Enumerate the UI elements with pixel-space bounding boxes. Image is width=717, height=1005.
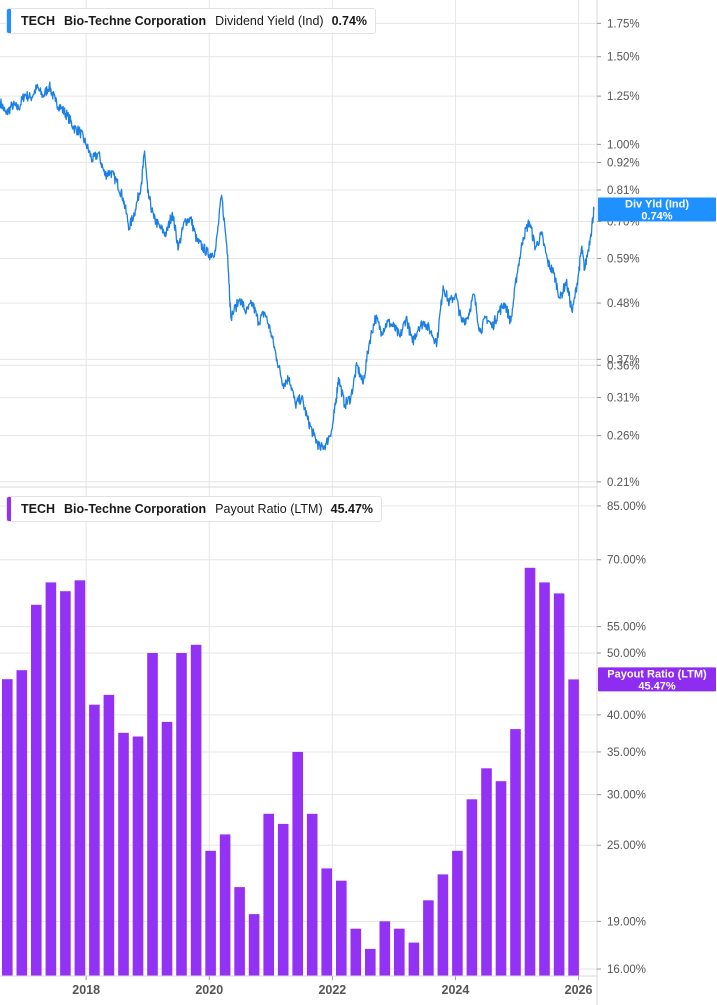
payout-bar[interactable] (89, 704, 100, 976)
payout-bar[interactable] (31, 604, 42, 976)
payout-bar[interactable] (292, 751, 303, 976)
top-y-tick-label: 0.81% (607, 185, 640, 197)
x-tick-label-2022: 2022 (318, 983, 346, 997)
payout-bar[interactable] (379, 921, 391, 976)
bottom-y-tick-label: 35.00% (607, 747, 646, 759)
payout-bar[interactable] (495, 781, 507, 976)
x-tick-label-2018: 2018 (72, 983, 100, 997)
top-y-tick-label: 0.48% (607, 298, 640, 310)
payout-bar[interactable] (481, 768, 492, 976)
legend-value: 0.74% (331, 14, 368, 28)
legend-ticker: TECH (21, 14, 56, 28)
payout-tag-label: Payout Ratio (LTM) (607, 668, 707, 680)
div-tag-bg (598, 197, 716, 222)
payout-bar[interactable] (248, 914, 260, 976)
bottom-y-tick-label: 25.00% (607, 840, 646, 852)
x-tick-label-2026: 2026 (565, 983, 593, 997)
payout-bar[interactable] (306, 813, 318, 976)
payout-bar[interactable] (466, 799, 478, 976)
legend-value: 45.47% (330, 502, 374, 516)
bottom-y-tick-label: 30.00% (607, 790, 646, 802)
payout-bar[interactable] (350, 928, 362, 976)
payout-bar[interactable] (147, 653, 158, 976)
payout-bar[interactable] (408, 942, 420, 976)
top-y-tick-label: 0.26% (607, 431, 640, 443)
payout-bar[interactable] (365, 948, 376, 976)
payout-bar[interactable] (219, 834, 231, 976)
bottom-y-tick-label: 70.00% (607, 555, 646, 567)
top-y-tick-label: 1.50% (607, 52, 640, 64)
bottom-y-axis-labels: 85.00% 70.00% 55.00% 50.00% 40.00% 35.00% 30.0… (597, 501, 646, 976)
payout-bar[interactable] (510, 729, 521, 976)
bottom-y-tick-label: 40.00% (607, 710, 646, 722)
top-y-tick-label: 0.36% (607, 360, 640, 372)
legend-ticker: TECH (21, 502, 56, 516)
payout-bar[interactable] (190, 644, 202, 976)
payout-bar[interactable] (524, 567, 536, 976)
legend-metric: Dividend Yield (Ind) (215, 14, 324, 28)
payout-bar[interactable] (45, 582, 57, 976)
legend-company: Bio-Techne Corporation (64, 14, 207, 28)
payout-bar[interactable] (103, 694, 115, 976)
top-y-tick-label: 0.37% (607, 354, 640, 366)
dividend-yield-line (0, 81, 595, 451)
dividend-yield-series (0, 81, 595, 451)
payout-bar[interactable] (423, 900, 434, 976)
payout-bar[interactable] (234, 887, 245, 976)
top-y-tick-label: 1.75% (607, 18, 640, 30)
payout-bar[interactable] (205, 850, 216, 976)
payout-bar[interactable] (321, 868, 332, 976)
legend-metric: Payout Ratio (LTM) (215, 502, 323, 516)
payout-bar[interactable] (452, 850, 463, 976)
top-y-tick-label: 0.31% (607, 393, 640, 405)
payout-tag-bg (598, 667, 716, 692)
dividend-yield-legend[interactable]: TECH Bio-Techne Corporation Dividend Yie… (6, 8, 377, 34)
payout-bar[interactable] (263, 813, 274, 976)
top-y-tick-label: 1.25% (607, 91, 640, 103)
bottom-y-tick-label: 85.00% (607, 501, 646, 513)
top-y-axis-labels: 1.75%1.50%1.25%1.00%0.92%0.81%0.70%0.59%… (597, 18, 640, 489)
payout-bar[interactable] (437, 874, 449, 976)
payout-bar[interactable] (553, 593, 565, 976)
bottom-y-tick-label: 55.00% (607, 622, 646, 634)
bottom-y-tick-label: 50.00% (607, 648, 646, 660)
x-axis-labels: 2018 2020 2022 2024 2026 (0, 975, 597, 997)
dividend-yield-legend-swatch (7, 9, 11, 33)
payout-tag-value: 45.47% (638, 680, 676, 692)
x-tick-label-2020: 2020 (195, 983, 223, 997)
top-y-tick-label: 0.92% (607, 157, 640, 169)
payout-bar[interactable] (60, 591, 71, 976)
legend-company: Bio-Techne Corporation (64, 502, 207, 516)
payout-bar[interactable] (336, 880, 347, 976)
payout-ratio-legend-swatch (7, 497, 11, 521)
top-y-tick-label: 0.21% (607, 477, 640, 489)
payout-bar[interactable] (539, 582, 550, 976)
bottom-y-tick-label: 19.00% (607, 916, 646, 928)
payout-ratio-legend[interactable]: TECH Bio-Techne Corporation Payout Ratio… (6, 496, 383, 522)
payout-bar[interactable] (118, 732, 129, 976)
div-tag-value: 0.74% (641, 211, 672, 223)
payout-bar[interactable] (74, 580, 86, 976)
payout-bar[interactable] (277, 823, 289, 976)
payout-ratio-bars (2, 567, 579, 977)
payout-bar[interactable] (176, 653, 187, 976)
top-panel-grid (0, 0, 597, 487)
payout-bar[interactable] (16, 670, 28, 976)
payout-bar[interactable] (132, 736, 144, 977)
payout-bar[interactable] (394, 928, 405, 976)
top-y-tick-label: 1.00% (607, 139, 640, 151)
top-y-tick-label: 0.59% (607, 253, 640, 265)
bottom-y-tick-label: 16.00% (607, 964, 646, 976)
payout-bar[interactable] (568, 679, 579, 976)
x-tick-label-2024: 2024 (442, 983, 470, 997)
div-tag-label: Div Yld (Ind) (625, 199, 689, 211)
payout-ratio-price-tag: Payout Ratio (LTM)45.47% (598, 667, 716, 692)
div-yld-price-tag: Div Yld (Ind)0.74% (598, 197, 716, 223)
payout-bar[interactable] (2, 679, 13, 976)
payout-bar[interactable] (161, 721, 173, 976)
